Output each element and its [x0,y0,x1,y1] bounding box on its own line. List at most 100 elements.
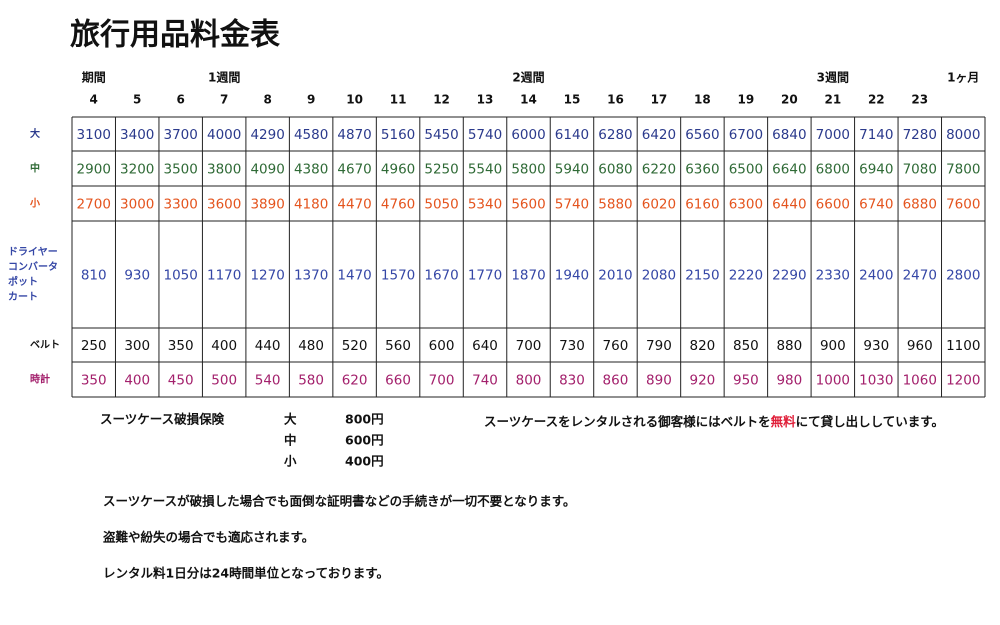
price-cell: 950 [733,373,759,389]
price-cell: 6600 [816,197,850,213]
price-cell: 740 [472,373,498,389]
day-label: 17 [651,93,668,107]
price-cell: 4670 [337,162,371,178]
price-cell: 1030 [859,373,893,389]
price-cell: 6560 [685,127,719,143]
insurance-price: 600円 [345,433,384,448]
period-label: 2週間 [512,70,544,85]
price-cell: 1770 [468,268,502,284]
price-cell: 7080 [903,162,937,178]
day-label: 12 [433,93,450,107]
period-label: 1週間 [208,70,240,85]
price-cell: 6140 [555,127,589,143]
price-cell: 2080 [642,268,676,284]
day-label: 4 [90,93,98,107]
day-label: 13 [477,93,494,107]
price-cell: 5740 [468,127,502,143]
price-cell: 5540 [468,162,502,178]
price-cell: 4470 [337,197,371,213]
price-cell: 930 [863,338,889,354]
price-cell: 350 [81,373,107,389]
price-cell: 6220 [642,162,676,178]
price-cell: 2800 [946,268,980,284]
price-cell: 1940 [555,268,589,284]
price-cell: 3000 [120,197,154,213]
price-cell: 820 [690,338,716,354]
day-label: 21 [824,93,841,107]
price-cell: 350 [168,338,194,354]
price-cell: 6740 [859,197,893,213]
price-cell: 1370 [294,268,328,284]
price-cell: 960 [907,338,933,354]
insurance-price: 400円 [345,454,384,469]
price-cell: 3890 [250,197,284,213]
day-label: 11 [390,93,407,107]
price-cell: 760 [603,338,629,354]
price-cell: 2330 [816,268,850,284]
price-cell: 520 [342,338,368,354]
price-cell: 6280 [598,127,632,143]
price-cell: 2220 [729,268,763,284]
price-cell: 6700 [729,127,763,143]
price-cell: 480 [298,338,324,354]
price-cell: 3500 [164,162,198,178]
price-cell: 2900 [77,162,111,178]
insurance-title: スーツケース破損保険 [100,412,225,427]
day-label: 18 [694,93,711,107]
price-cell: 6080 [598,162,632,178]
period-label: 3週間 [817,70,849,85]
price-cell: 1170 [207,268,241,284]
price-cell: 890 [646,373,672,389]
price-cell: 6840 [772,127,806,143]
price-cell: 800 [516,373,542,389]
price-cell: 1670 [424,268,458,284]
price-cell: 730 [559,338,585,354]
price-cell: 8000 [946,127,980,143]
price-cell: 1000 [816,373,850,389]
price-cell: 5450 [424,127,458,143]
price-cell: 1570 [381,268,415,284]
price-cell: 1200 [946,373,980,389]
price-cell: 900 [820,338,846,354]
price-cell: 1870 [511,268,545,284]
price-cell: 400 [124,373,150,389]
price-cell: 3200 [120,162,154,178]
price-cell: 250 [81,338,107,354]
price-cell: 5600 [511,197,545,213]
note-line: 盗難や紛失の場合でも適応されます。 [103,530,314,545]
price-cell: 540 [255,373,281,389]
price-cell: 4380 [294,162,328,178]
day-label: 20 [781,93,798,107]
price-cell: 6500 [729,162,763,178]
price-cell: 1470 [337,268,371,284]
price-cell: 2400 [859,268,893,284]
page-title: 旅行用品料金表 [70,18,280,53]
row-label: ポット [8,275,38,288]
price-cell: 850 [733,338,759,354]
price-cell: 980 [776,373,802,389]
price-cell: 1100 [946,338,980,354]
price-cell: 560 [385,338,411,354]
row-label: コンバータ [8,261,58,273]
price-cell: 6640 [772,162,806,178]
price-cell: 500 [211,373,237,389]
insurance-size: 中 [284,433,297,448]
price-cell: 660 [385,373,411,389]
belt-note: スーツケースをレンタルされる御客様にはベルトを無料にて貸し出ししています。 [484,414,944,429]
day-label: 15 [564,93,581,107]
price-cell: 7140 [859,127,893,143]
price-cell: 3600 [207,197,241,213]
price-cell: 6440 [772,197,806,213]
price-cell: 3800 [207,162,241,178]
day-label: 23 [911,93,928,107]
price-cell: 810 [81,268,107,284]
price-cell: 6020 [642,197,676,213]
price-cell: 700 [516,338,542,354]
price-cell: 600 [429,338,455,354]
day-label: 8 [263,93,271,107]
price-cell: 4760 [381,197,415,213]
price-cell: 3400 [120,127,154,143]
price-cell: 400 [211,338,237,354]
price-cell: 2150 [685,268,719,284]
